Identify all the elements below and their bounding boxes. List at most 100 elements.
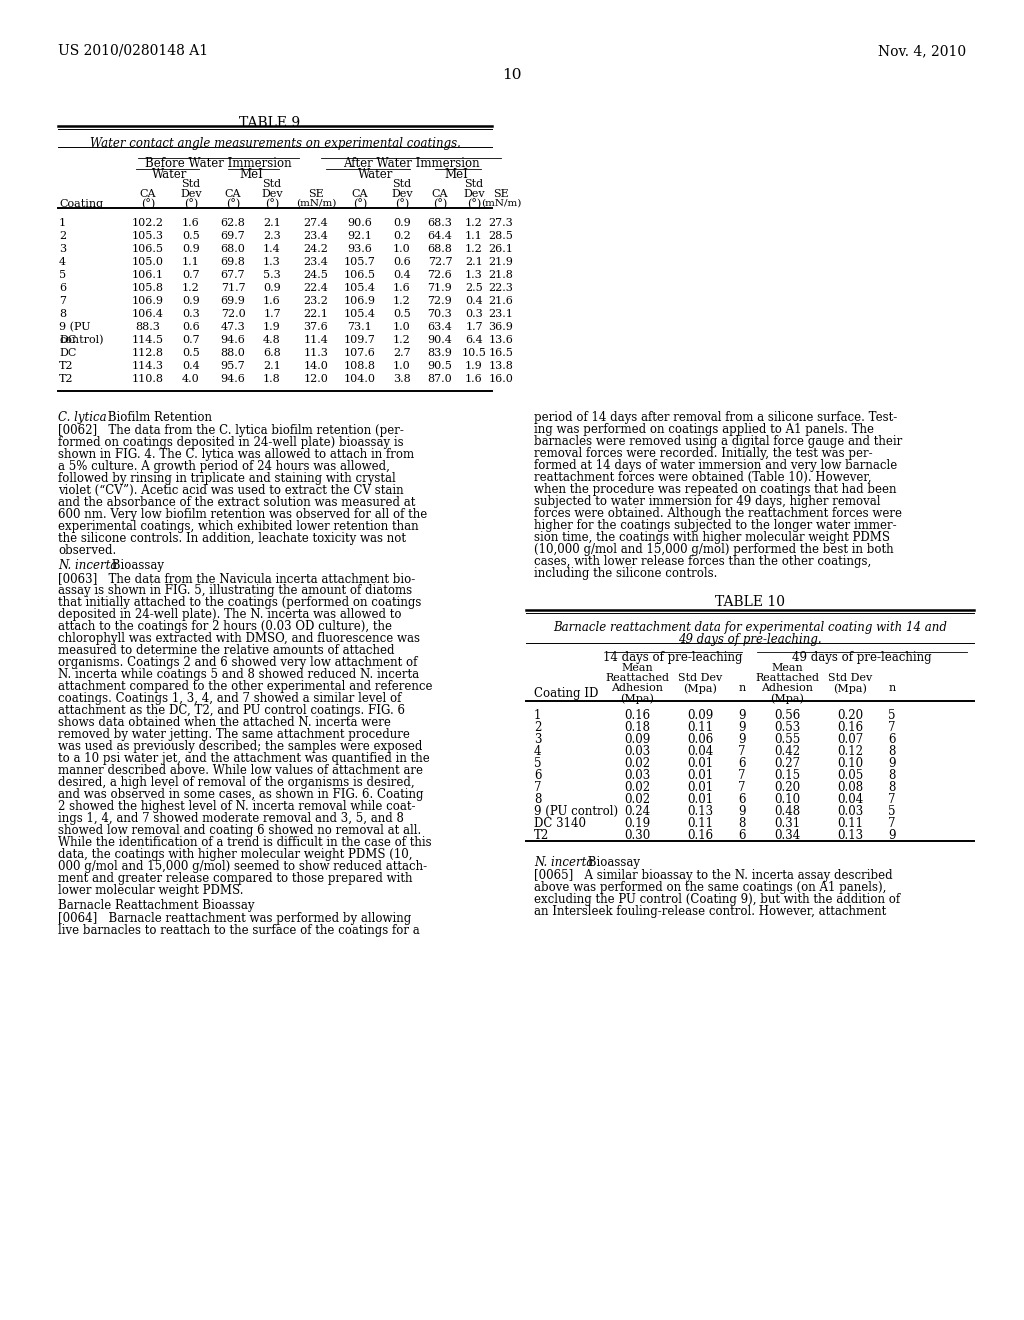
Text: 0.01: 0.01	[687, 781, 713, 795]
Text: 68.0: 68.0	[220, 244, 246, 253]
Text: 0.9: 0.9	[182, 296, 200, 306]
Text: 0.55: 0.55	[774, 733, 800, 746]
Text: 2 showed the highest level of N. incerta removal while coat-: 2 showed the highest level of N. incerta…	[58, 800, 416, 813]
Text: Nov. 4, 2010: Nov. 4, 2010	[878, 44, 966, 58]
Text: 0.24: 0.24	[624, 805, 650, 818]
Text: desired, a high level of removal of the organisms is desired,: desired, a high level of removal of the …	[58, 776, 415, 789]
Text: DC: DC	[59, 335, 77, 345]
Text: 73.1: 73.1	[347, 322, 373, 333]
Text: 1.2: 1.2	[393, 296, 411, 306]
Text: 7: 7	[534, 781, 542, 795]
Text: MeI: MeI	[444, 168, 468, 181]
Text: 5: 5	[888, 805, 896, 818]
Text: 68.8: 68.8	[428, 244, 453, 253]
Text: 64.4: 64.4	[428, 231, 453, 242]
Text: DC: DC	[59, 348, 77, 358]
Text: forces were obtained. Although the reattachment forces were: forces were obtained. Although the reatt…	[534, 507, 902, 520]
Text: 105.0: 105.0	[132, 257, 164, 267]
Text: an Intersleek fouling-release control. However, attachment: an Intersleek fouling-release control. H…	[534, 906, 886, 917]
Text: 105.4: 105.4	[344, 282, 376, 293]
Text: 0.9: 0.9	[393, 218, 411, 228]
Text: 49 days of pre-leaching.: 49 days of pre-leaching.	[678, 634, 822, 645]
Text: 2.7: 2.7	[393, 348, 411, 358]
Text: 112.8: 112.8	[132, 348, 164, 358]
Text: 0.01: 0.01	[687, 770, 713, 781]
Text: 71.7: 71.7	[221, 282, 246, 293]
Text: Adhesion: Adhesion	[611, 682, 663, 693]
Text: 0.3: 0.3	[465, 309, 483, 319]
Text: 0.02: 0.02	[624, 781, 650, 795]
Text: 2.1: 2.1	[465, 257, 483, 267]
Text: Water contact angle measurements on experimental coatings.: Water contact angle measurements on expe…	[89, 137, 461, 150]
Text: 600 nm. Very low biofilm retention was observed for all of the: 600 nm. Very low biofilm retention was o…	[58, 508, 427, 521]
Text: Coating ID: Coating ID	[534, 686, 598, 700]
Text: 7: 7	[738, 744, 745, 758]
Text: 3: 3	[59, 244, 67, 253]
Text: 0.04: 0.04	[687, 744, 713, 758]
Text: 1.6: 1.6	[393, 282, 411, 293]
Text: 94.6: 94.6	[220, 335, 246, 345]
Text: (°): (°)	[141, 199, 155, 210]
Text: 0.42: 0.42	[774, 744, 800, 758]
Text: observed.: observed.	[58, 544, 117, 557]
Text: 27.4: 27.4	[304, 218, 329, 228]
Text: 10: 10	[502, 69, 522, 82]
Text: 1.1: 1.1	[465, 231, 483, 242]
Text: 12.0: 12.0	[303, 374, 329, 384]
Text: 95.7: 95.7	[220, 360, 246, 371]
Text: [0065]   A similar bioassay to the N. incerta assay described: [0065] A similar bioassay to the N. ince…	[534, 869, 893, 882]
Text: 72.0: 72.0	[220, 309, 246, 319]
Text: [0062]   The data from the C. lytica biofilm retention (per-: [0062] The data from the C. lytica biofi…	[58, 424, 403, 437]
Text: Reattached: Reattached	[605, 673, 669, 682]
Text: 0.48: 0.48	[774, 805, 800, 818]
Text: chlorophyll was extracted with DMSO, and fluorescence was: chlorophyll was extracted with DMSO, and…	[58, 632, 420, 645]
Text: 0.01: 0.01	[687, 756, 713, 770]
Text: 11.4: 11.4	[303, 335, 329, 345]
Text: 106.9: 106.9	[132, 296, 164, 306]
Text: 106.5: 106.5	[344, 271, 376, 280]
Text: when the procedure was repeated on coatings that had been: when the procedure was repeated on coati…	[534, 483, 896, 496]
Text: CA: CA	[224, 189, 242, 199]
Text: 49 days of pre-leaching: 49 days of pre-leaching	[793, 651, 932, 664]
Text: 1.0: 1.0	[393, 322, 411, 333]
Text: shown in FIG. 4. The C. lytica was allowed to attach in from: shown in FIG. 4. The C. lytica was allow…	[58, 447, 414, 461]
Text: (Mpa): (Mpa)	[683, 682, 717, 693]
Text: Reattached: Reattached	[755, 673, 819, 682]
Text: (°): (°)	[265, 199, 280, 210]
Text: 71.9: 71.9	[428, 282, 453, 293]
Text: 21.6: 21.6	[488, 296, 513, 306]
Text: 4: 4	[59, 257, 67, 267]
Text: (°): (°)	[353, 199, 368, 210]
Text: 0.10: 0.10	[774, 793, 800, 807]
Text: 92.1: 92.1	[347, 231, 373, 242]
Text: 0.6: 0.6	[182, 322, 200, 333]
Text: 6: 6	[888, 733, 896, 746]
Text: 0.7: 0.7	[182, 335, 200, 345]
Text: 0.15: 0.15	[774, 770, 800, 781]
Text: 0.16: 0.16	[837, 721, 863, 734]
Text: (°): (°)	[226, 199, 240, 210]
Text: 6.4: 6.4	[465, 335, 483, 345]
Text: 22.4: 22.4	[303, 282, 329, 293]
Text: 23.4: 23.4	[303, 231, 329, 242]
Text: formed on coatings deposited in 24-well plate) bioassay is: formed on coatings deposited in 24-well …	[58, 436, 403, 449]
Text: attachment as the DC, T2, and PU control coatings. FIG. 6: attachment as the DC, T2, and PU control…	[58, 704, 406, 717]
Text: 106.1: 106.1	[132, 271, 164, 280]
Text: 16.5: 16.5	[488, 348, 513, 358]
Text: 8: 8	[738, 817, 745, 830]
Text: Dev: Dev	[391, 189, 413, 199]
Text: 108.8: 108.8	[344, 360, 376, 371]
Text: 7: 7	[888, 721, 896, 734]
Text: formed at 14 days of water immersion and very low barnacle: formed at 14 days of water immersion and…	[534, 459, 897, 473]
Text: 0.20: 0.20	[774, 781, 800, 795]
Text: deposited in 24-well plate). The N. incerta was allowed to: deposited in 24-well plate). The N. ince…	[58, 609, 401, 620]
Text: 11.3: 11.3	[303, 348, 329, 358]
Text: to a 10 psi water jet, and the attachment was quantified in the: to a 10 psi water jet, and the attachmen…	[58, 752, 430, 766]
Text: After Water Immersion: After Water Immersion	[343, 157, 479, 170]
Text: 5.3: 5.3	[263, 271, 281, 280]
Text: 0.06: 0.06	[687, 733, 713, 746]
Text: N. incerta: N. incerta	[534, 855, 593, 869]
Text: n: n	[889, 682, 896, 693]
Text: 9: 9	[738, 709, 745, 722]
Text: 63.4: 63.4	[428, 322, 453, 333]
